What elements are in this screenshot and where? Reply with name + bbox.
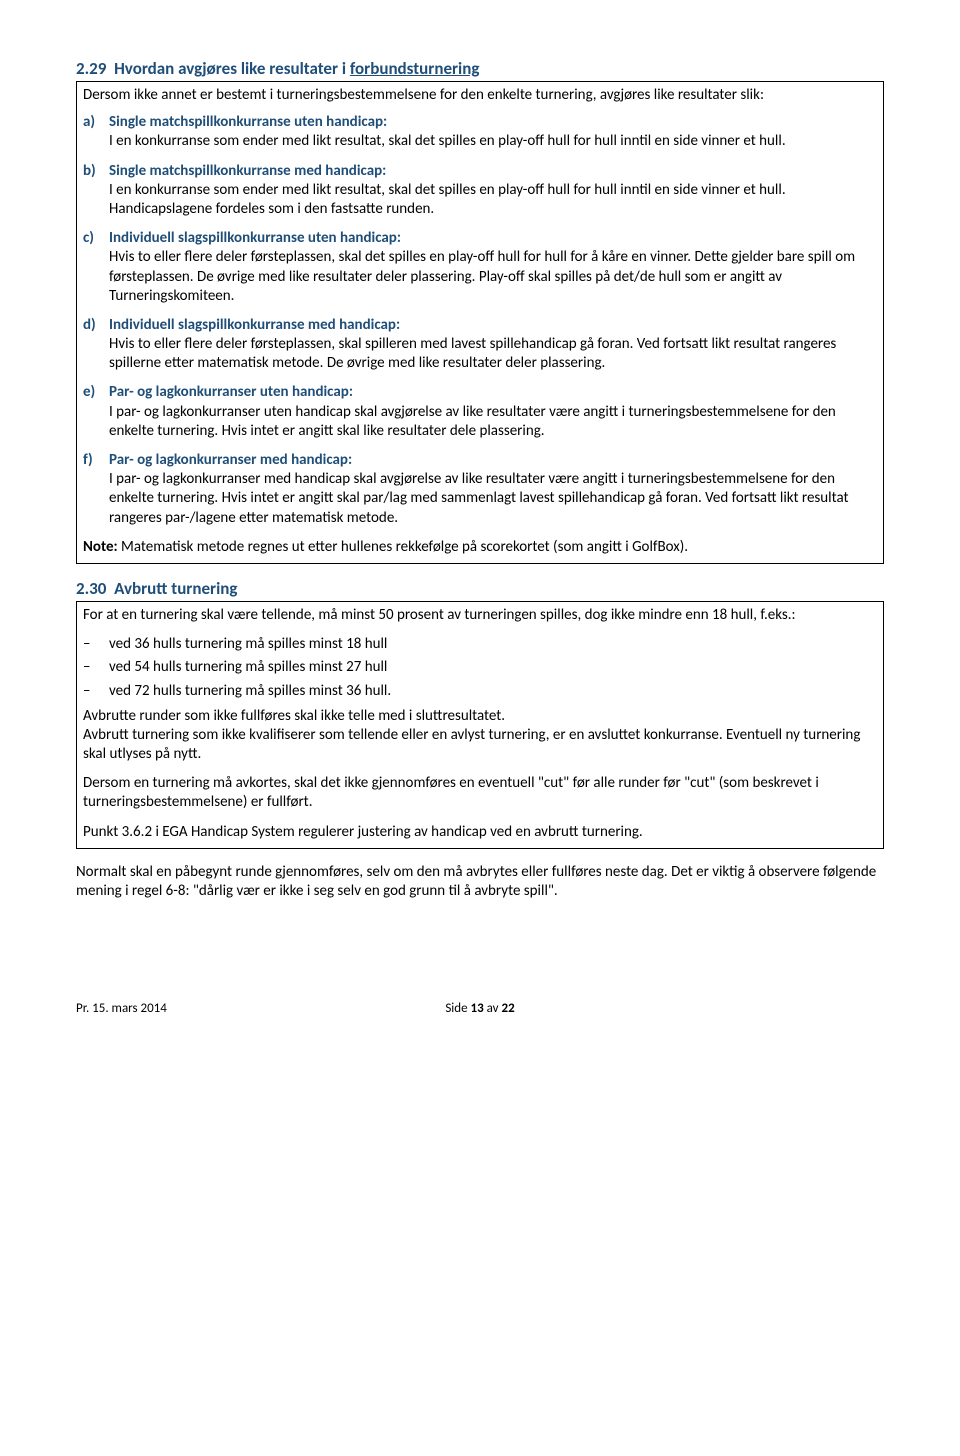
note-body: Matematisk metode regnes ut etter hullen… [118, 538, 688, 556]
section-229-heading: 2.29 Hvordan avgjøres like resultater i … [76, 58, 884, 79]
list-marker: f) [83, 451, 93, 470]
list-marker: d) [83, 316, 96, 335]
section-230-para4: Dersom en turnering må avkortes, skal de… [83, 774, 877, 812]
list-item-body: I par- og lagkonkurranser uten handicap … [109, 403, 836, 440]
bullet-item: ved 36 hulls turnering må spilles minst … [83, 635, 877, 654]
footer-mid: av [484, 1001, 502, 1016]
section-230-bullets: ved 36 hulls turnering må spilles minst … [83, 635, 877, 701]
section-230-para1: For at en turnering skal være tellende, … [83, 606, 877, 625]
list-item-title: Single matchspillkonkurranse uten handic… [109, 113, 387, 131]
section-229-title-underlined: forbundsturnering [350, 58, 480, 79]
list-item-body: I en konkurranse som ender med likt resu… [109, 181, 786, 218]
section-229-note: Note: Matematisk metode regnes ut etter … [83, 538, 877, 557]
section-230-title: Avbrutt turnering [114, 578, 237, 599]
section-229-number: 2.29 [76, 58, 106, 79]
bullet-item: ved 72 hulls turnering må spilles minst … [83, 682, 877, 701]
section-230-para3: Avbrutt turnering som ikke kvalifiserer … [83, 726, 877, 764]
list-item: a) Single matchspillkonkurranse uten han… [83, 113, 877, 151]
section-229-intro: Dersom ikke annet er bestemt i turnering… [83, 86, 877, 105]
list-item: e) Par- og lagkonkurranser uten handicap… [83, 383, 877, 441]
list-item-title: Individuell slagspillkonkurranse uten ha… [109, 229, 401, 247]
footer-page: 13 [471, 1001, 484, 1016]
list-item-body: I en konkurranse som ender med likt resu… [109, 132, 786, 150]
footer-date: Pr. 15. mars 2014 [76, 1001, 167, 1016]
list-marker: c) [83, 229, 94, 248]
section-230-number: 2.30 [76, 578, 106, 599]
list-marker: a) [83, 113, 95, 132]
section-229-list: a) Single matchspillkonkurranse uten han… [83, 113, 877, 528]
section-230-heading: 2.30 Avbrutt turnering [76, 578, 884, 599]
section-229-box: Dersom ikke annet er bestemt i turnering… [76, 81, 884, 564]
list-item: d) Individuell slagspillkonkurranse med … [83, 316, 877, 374]
footer-prefix: Side [445, 1001, 470, 1016]
after-box-paragraph: Normalt skal en påbegynt runde gjennomfø… [76, 863, 884, 901]
list-item-body: I par- og lagkonkurranser med handicap s… [109, 470, 849, 526]
bullet-item: ved 54 hulls turnering må spilles minst … [83, 658, 877, 677]
list-item-title: Par- og lagkonkurranser med handicap: [109, 451, 352, 469]
list-marker: e) [83, 383, 95, 402]
footer-total: 22 [501, 1001, 514, 1016]
section-230-para5: Punkt 3.6.2 i EGA Handicap System regule… [83, 823, 877, 842]
list-item-title: Par- og lagkonkurranser uten handicap: [109, 383, 353, 401]
section-229-title-plain: Hvordan avgjøres like resultater i [114, 58, 350, 79]
list-marker: b) [83, 162, 96, 181]
section-230-box: For at en turnering skal være tellende, … [76, 601, 884, 849]
page-container: 2.29 Hvordan avgjøres like resultater i … [0, 0, 960, 1056]
list-item: c) Individuell slagspillkonkurranse uten… [83, 229, 877, 306]
page-footer: Pr. 15. mars 2014 Side 13 av 22 [76, 1001, 884, 1016]
note-label: Note: [83, 538, 118, 556]
list-item-body: Hvis to eller flere deler førsteplassen,… [109, 335, 836, 372]
list-item: f) Par- og lagkonkurranser med handicap:… [83, 451, 877, 528]
list-item: b) Single matchspillkonkurranse med hand… [83, 162, 877, 220]
section-230-para2: Avbrutte runder som ikke fullføres skal … [83, 707, 877, 726]
list-item-title: Single matchspillkonkurranse med handica… [109, 162, 386, 180]
list-item-body: Hvis to eller flere deler førsteplassen,… [109, 248, 855, 304]
list-item-title: Individuell slagspillkonkurranse med han… [109, 316, 400, 334]
footer-page-number: Side 13 av 22 [76, 1001, 884, 1016]
